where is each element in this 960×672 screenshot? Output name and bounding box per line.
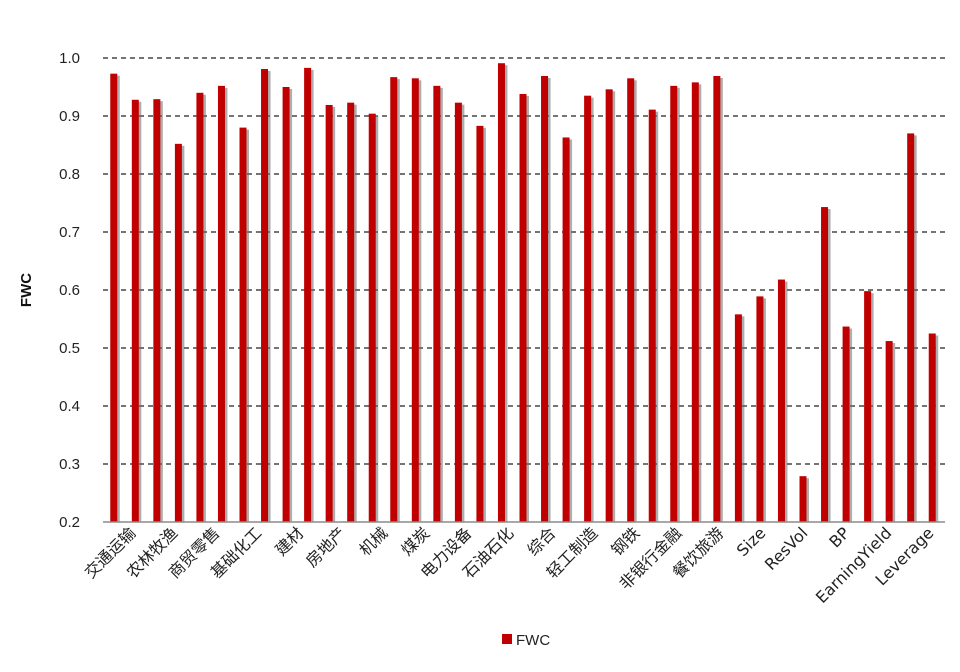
x-tick-label: 煤炭	[397, 523, 433, 559]
bar	[497, 63, 505, 522]
y-axis-ticks: 0.2 0.3 0.4 0.5 0.6 0.7 0.8 0.9 1.0	[59, 50, 80, 531]
bar	[282, 87, 290, 522]
x-tick-label: 建材	[271, 523, 307, 559]
bars	[110, 63, 939, 523]
bar	[584, 95, 592, 522]
bar	[756, 296, 764, 522]
y-tick-label: 0.8	[59, 166, 80, 183]
x-tick-label: 房地产	[302, 523, 349, 570]
x-tick-label: 综合	[523, 523, 559, 559]
x-tick-label: ResVol	[761, 523, 812, 574]
bar	[885, 341, 893, 522]
bar	[131, 99, 139, 522]
bar	[110, 73, 118, 522]
bar	[347, 102, 355, 522]
bar	[261, 69, 269, 523]
bar	[864, 291, 872, 522]
bar	[325, 104, 333, 522]
x-tick-label: 钢铁	[607, 523, 643, 559]
bar	[648, 109, 656, 523]
y-tick-label: 0.3	[59, 456, 80, 473]
bar	[217, 85, 225, 522]
bar	[153, 99, 161, 523]
bar	[734, 314, 742, 522]
bar	[691, 82, 699, 523]
y-tick-label: 0.2	[59, 514, 80, 531]
bar	[390, 77, 398, 522]
y-tick-label: 0.9	[59, 108, 80, 125]
y-tick-label: 0.7	[59, 224, 80, 241]
bar	[476, 125, 484, 523]
bar	[519, 93, 527, 523]
bar	[454, 102, 462, 522]
legend-label: FWC	[516, 632, 550, 649]
legend-swatch	[502, 634, 512, 644]
y-tick-label: 0.5	[59, 340, 80, 357]
x-tick-label: 机械	[355, 523, 391, 559]
bar	[174, 143, 182, 522]
y-tick-label: 0.4	[59, 398, 80, 415]
x-tick-label: BP	[825, 523, 853, 551]
bar	[713, 75, 721, 522]
bar	[239, 127, 247, 522]
x-axis-ticks: 交通运输农林牧渔商贸零售基础化工 建材房地产 机械 煤炭电力设备石油石化 综合轻工制造钢…	[81, 523, 938, 607]
bar	[562, 137, 570, 522]
y-tick-label: 0.6	[59, 282, 80, 299]
bar	[304, 67, 312, 523]
bar	[777, 279, 785, 522]
bar	[670, 85, 678, 522]
bar	[368, 113, 376, 523]
x-tick-label: Size	[733, 523, 770, 560]
bar	[541, 75, 549, 522]
y-axis-label: FWC	[18, 273, 35, 307]
bar	[196, 92, 204, 523]
bar	[907, 133, 915, 522]
bar	[928, 333, 936, 522]
legend: FWC	[502, 632, 550, 649]
bar	[411, 78, 419, 523]
bar	[799, 476, 807, 522]
y-tick-label: 1.0	[59, 50, 80, 67]
bar	[433, 85, 441, 522]
bar	[605, 89, 613, 522]
bar	[842, 326, 850, 522]
bar	[821, 207, 829, 522]
bar	[627, 78, 635, 523]
